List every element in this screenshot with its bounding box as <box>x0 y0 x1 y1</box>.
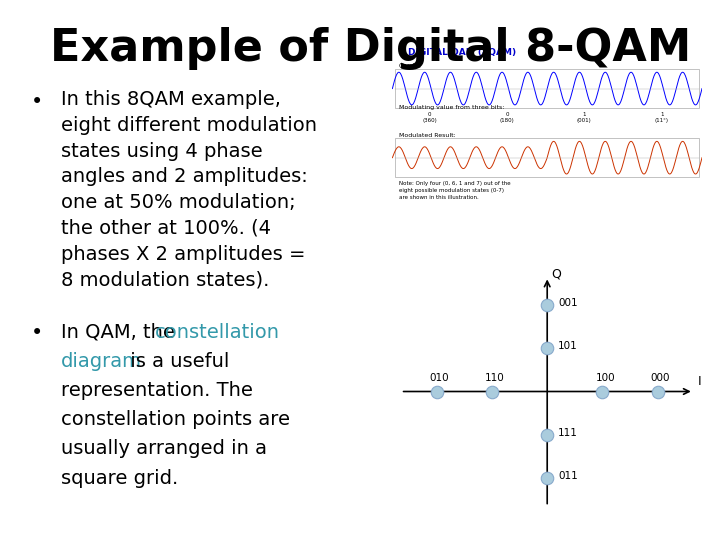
Text: constellation points are: constellation points are <box>61 410 290 429</box>
Text: In this 8QAM example,
eight different modulation
states using 4 phase
angles and: In this 8QAM example, eight different mo… <box>61 90 317 289</box>
Text: 100: 100 <box>595 373 615 383</box>
Text: 101: 101 <box>558 341 578 351</box>
Text: 0
(360): 0 (360) <box>422 112 437 123</box>
Text: 111: 111 <box>558 428 578 438</box>
Text: usually arranged in a: usually arranged in a <box>61 440 267 458</box>
Text: •: • <box>30 92 42 112</box>
Text: Modulating value from three bits:: Modulating value from three bits: <box>399 105 504 110</box>
Text: In QAM, the: In QAM, the <box>61 322 181 342</box>
Text: Q: Q <box>552 268 562 281</box>
Text: is a useful: is a useful <box>124 352 230 371</box>
Bar <box>395 138 699 177</box>
Text: 011: 011 <box>558 471 578 481</box>
Text: 010: 010 <box>430 373 449 383</box>
Text: Carrier: Carrier <box>399 63 423 69</box>
Text: Modulated Result:: Modulated Result: <box>399 133 455 138</box>
Text: 1
(001): 1 (001) <box>577 112 592 123</box>
Text: Note: Only four (0, 6, 1 and 7) out of the
eight possible modulation states (0-7: Note: Only four (0, 6, 1 and 7) out of t… <box>399 181 510 200</box>
Text: diagram: diagram <box>61 352 142 371</box>
Text: •: • <box>30 322 42 342</box>
Text: representation. The: representation. The <box>61 381 253 400</box>
Text: 000: 000 <box>651 373 670 383</box>
Text: I: I <box>698 375 701 388</box>
Text: 001: 001 <box>558 298 578 308</box>
Text: 1
(11°): 1 (11°) <box>654 112 669 123</box>
Text: DIGITAL QAM (8QAM): DIGITAL QAM (8QAM) <box>408 48 516 57</box>
Text: square grid.: square grid. <box>61 469 179 488</box>
Text: 0
(180): 0 (180) <box>500 112 514 123</box>
Bar <box>395 69 699 108</box>
Text: constellation: constellation <box>155 322 279 342</box>
Text: Example of Digital 8-QAM: Example of Digital 8-QAM <box>50 27 692 70</box>
Text: 110: 110 <box>485 373 505 383</box>
